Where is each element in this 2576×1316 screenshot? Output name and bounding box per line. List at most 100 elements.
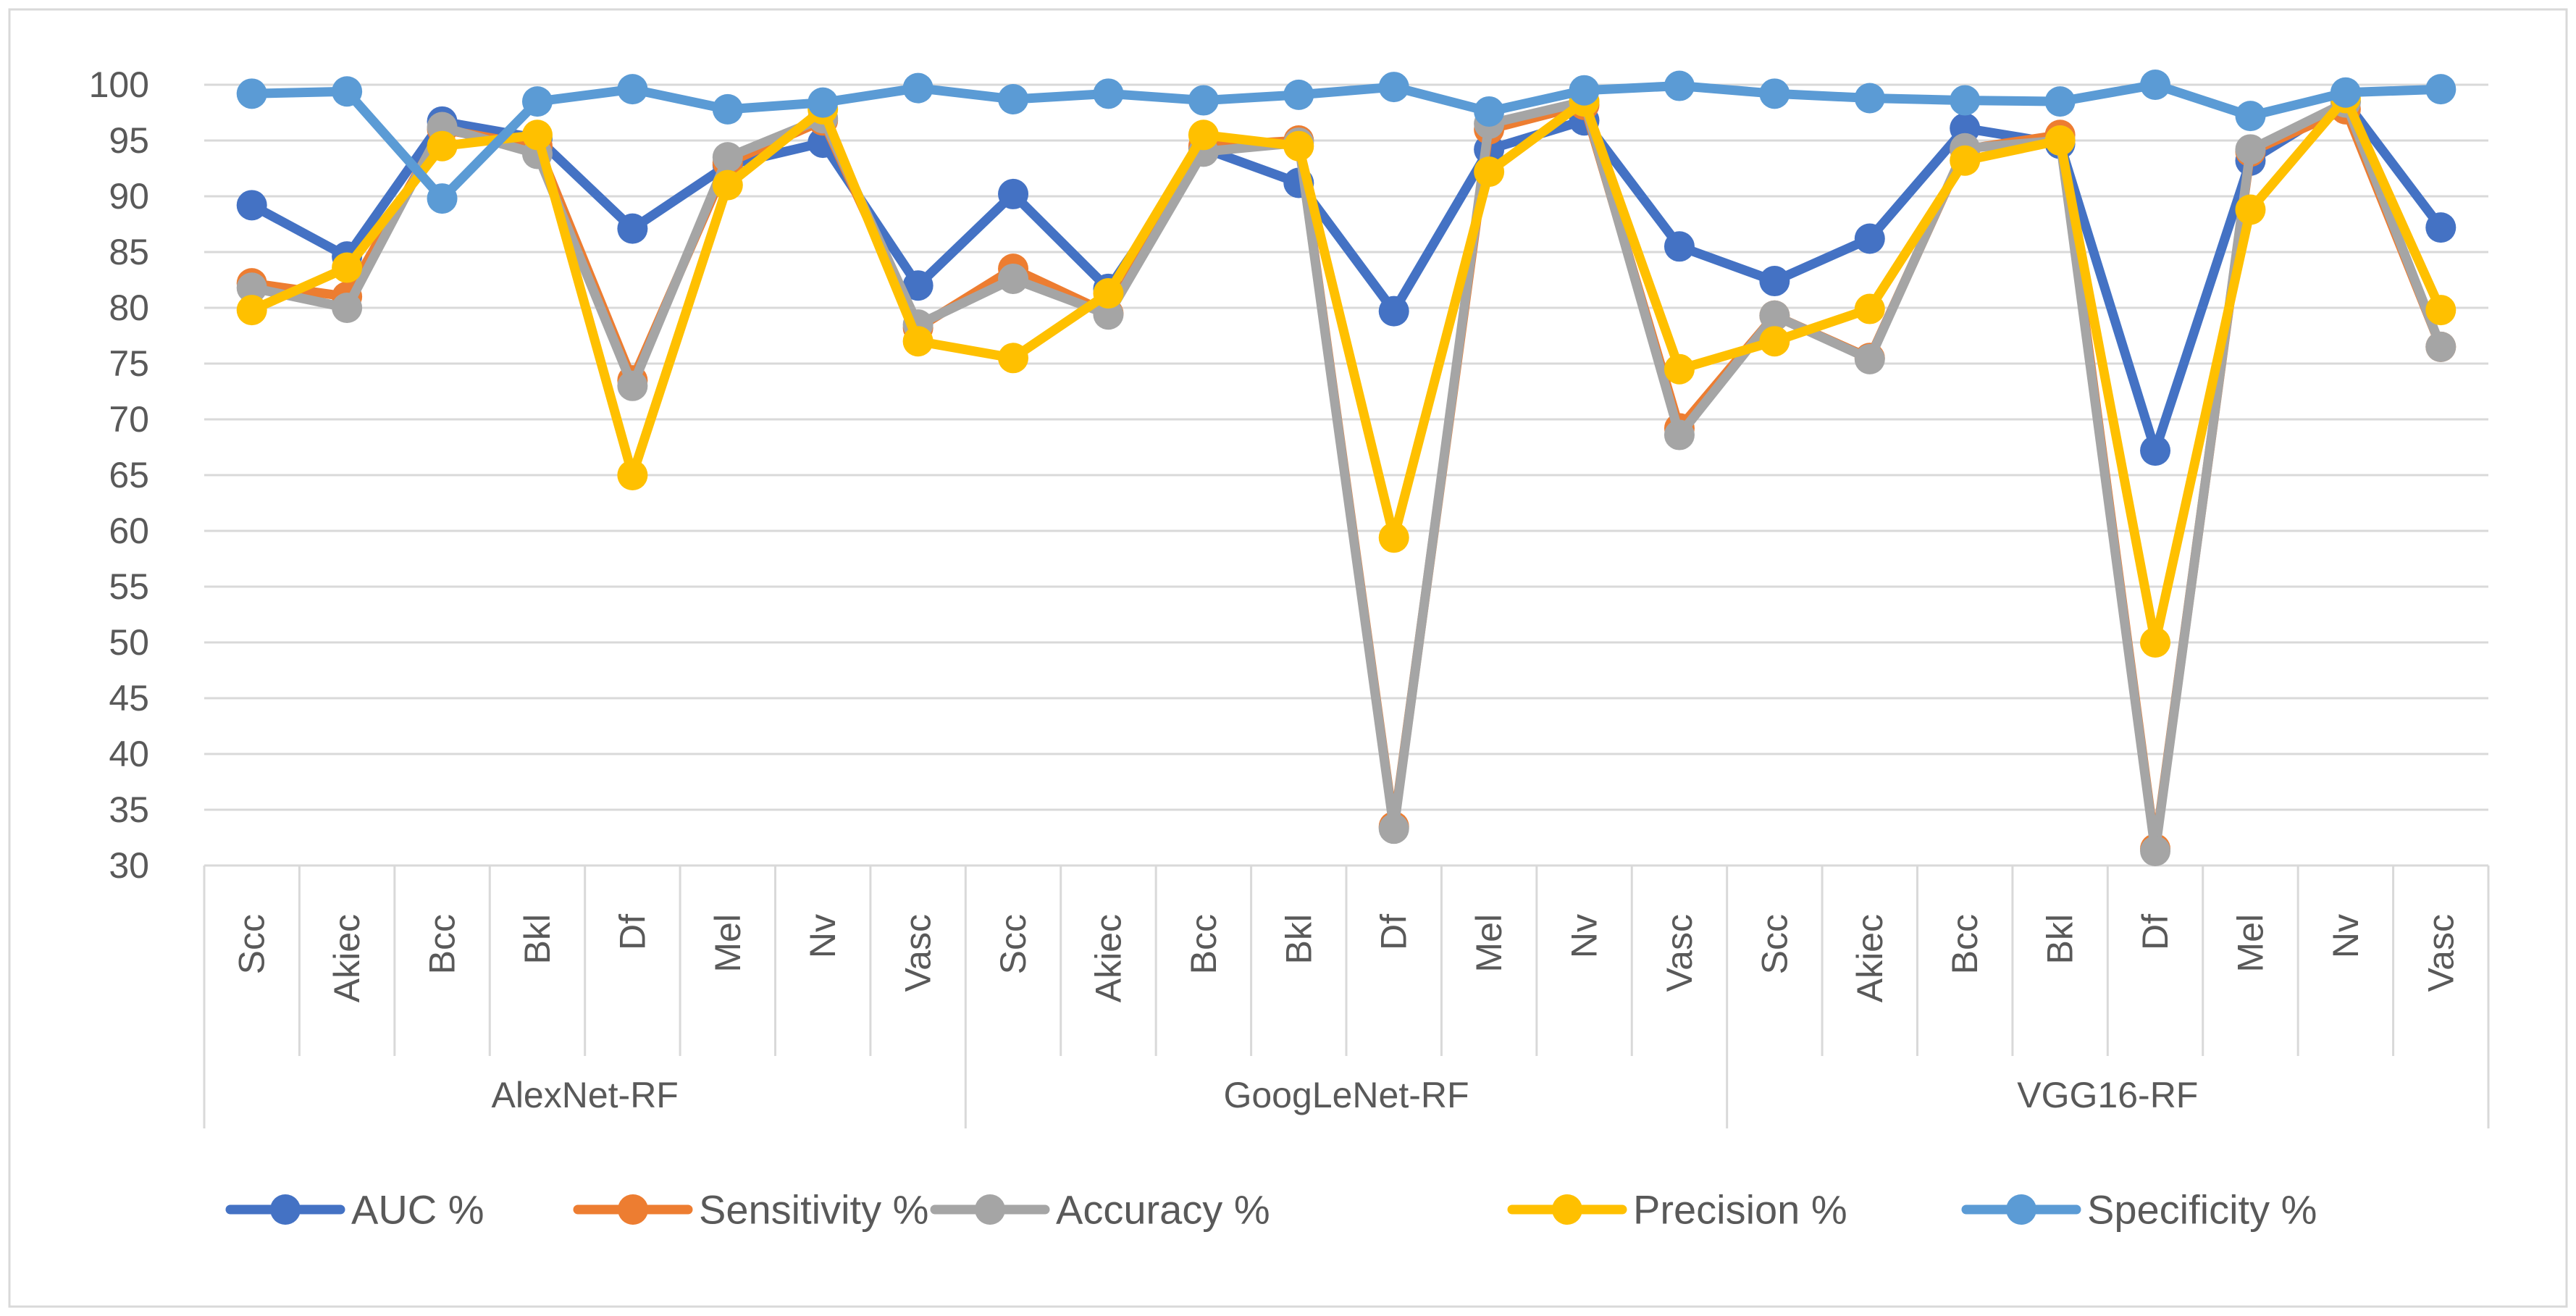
- data-point: [521, 86, 553, 117]
- y-tick-label: 85: [109, 232, 149, 272]
- x-category-label: Mel: [1469, 914, 1509, 973]
- y-tick-label: 70: [109, 399, 149, 440]
- legend-swatch-marker: [618, 1194, 648, 1225]
- data-point: [902, 270, 934, 301]
- data-point: [236, 272, 267, 303]
- axes: [203, 864, 2490, 1128]
- legend-item: Accuracy %: [930, 1187, 1270, 1233]
- x-category-label: Bkl: [517, 914, 558, 964]
- x-category-label: Vasc: [898, 914, 939, 992]
- legend: AUC % Sensitivity % Accuracy % Precision % S…: [225, 1187, 2317, 1233]
- x-category-label: Mel: [2230, 914, 2270, 973]
- data-point: [2140, 835, 2171, 866]
- data-point: [1664, 353, 1695, 385]
- y-tick-label: 40: [109, 734, 149, 774]
- y-tick-label: 55: [109, 566, 149, 607]
- data-point: [2140, 435, 2171, 466]
- x-category-label: Vasc: [1659, 914, 1700, 992]
- data-point: [617, 213, 648, 244]
- data-point: [332, 76, 363, 107]
- data-point: [2044, 125, 2076, 156]
- legend-label: AUC %: [351, 1187, 484, 1233]
- y-tick-label: 60: [109, 511, 149, 551]
- x-group-label: AlexNet-RF: [491, 1075, 678, 1115]
- y-tick-label: 80: [109, 288, 149, 328]
- x-category-label: Bkl: [1278, 914, 1319, 964]
- data-point: [1474, 96, 1505, 127]
- x-category-label: Akiec: [1850, 914, 1890, 1002]
- y-tick-label: 100: [89, 64, 149, 105]
- data-point: [712, 93, 743, 125]
- legend-item: Sensitivity %: [573, 1187, 928, 1233]
- data-point: [2140, 627, 2171, 658]
- chart-frame: [8, 8, 2568, 1308]
- data-point: [1283, 79, 1314, 110]
- data-point: [902, 326, 934, 357]
- data-point: [427, 130, 458, 162]
- data-point: [2330, 77, 2361, 108]
- data-point: [617, 460, 648, 490]
- data-point: [1950, 145, 1981, 176]
- series-line: [247, 96, 2446, 456]
- data-point: [1093, 277, 1124, 309]
- x-category-label: Df: [1374, 914, 1414, 950]
- legend-label: Accuracy %: [1056, 1187, 1270, 1233]
- x-group-label: GoogLeNet-RF: [1223, 1075, 1469, 1115]
- data-point: [1664, 419, 1695, 450]
- data-point: [1283, 130, 1314, 162]
- data-point: [2425, 212, 2457, 243]
- series-line: [247, 93, 2446, 647]
- x-category-label: Nv: [2325, 914, 2366, 958]
- x-category-label: Df: [612, 914, 653, 950]
- y-tick-labels: 30 35 40 45 50 55 60 65 70 75 80 85 90 95 100: [89, 64, 149, 886]
- x-category-label: Bkl: [2040, 914, 2081, 964]
- data-point: [712, 142, 743, 173]
- x-category-label: Bcc: [1183, 914, 1224, 974]
- x-group-labels: AlexNet-RF GoogLeNet-RF VGG16-RF: [491, 1075, 2198, 1115]
- data-point: [807, 87, 839, 118]
- data-point: [427, 183, 458, 214]
- data-point: [1759, 300, 1790, 331]
- data-point: [1378, 296, 1409, 327]
- data-point: [1759, 266, 1790, 297]
- data-point: [998, 84, 1029, 115]
- legend-swatch-marker: [1552, 1194, 1582, 1225]
- data-point: [1664, 70, 1695, 101]
- legend-swatch-marker: [2006, 1194, 2036, 1225]
- x-category-label: Vasc: [2420, 914, 2461, 992]
- data-point: [1093, 78, 1124, 109]
- data-point: [236, 295, 267, 326]
- data-point: [1378, 813, 1409, 844]
- data-point: [1854, 293, 1885, 324]
- series-specificity: [236, 70, 2457, 214]
- data-point: [332, 293, 363, 323]
- x-category-label: Nv: [802, 914, 843, 958]
- x-category-label: Bcc: [422, 914, 463, 974]
- x-category-label: Mel: [708, 914, 748, 973]
- x-category-label: Scc: [993, 914, 1033, 974]
- data-point: [2425, 295, 2457, 326]
- series-line: [247, 96, 2446, 856]
- data-point: [2044, 86, 2076, 117]
- y-tick-label: 50: [109, 622, 149, 663]
- data-point: [2140, 70, 2171, 100]
- x-category-label: Scc: [1754, 914, 1795, 974]
- data-point: [998, 178, 1029, 209]
- data-point: [1759, 78, 1790, 109]
- x-category-label: Scc: [232, 914, 272, 974]
- x-category-label: Nv: [1564, 914, 1605, 958]
- data-point: [1188, 85, 1219, 116]
- data-point: [332, 252, 363, 283]
- x-group-label: VGG16-RF: [2017, 1075, 2198, 1115]
- data-point: [236, 190, 267, 221]
- y-tick-label: 75: [109, 343, 149, 384]
- data-point: [1759, 326, 1790, 357]
- data-point: [617, 370, 648, 401]
- data-point: [2425, 74, 2457, 105]
- data-point: [2425, 331, 2457, 362]
- data-point: [617, 74, 648, 105]
- legend-swatch-marker: [270, 1194, 301, 1225]
- data-point: [712, 169, 743, 201]
- legend-item: AUC %: [225, 1187, 484, 1233]
